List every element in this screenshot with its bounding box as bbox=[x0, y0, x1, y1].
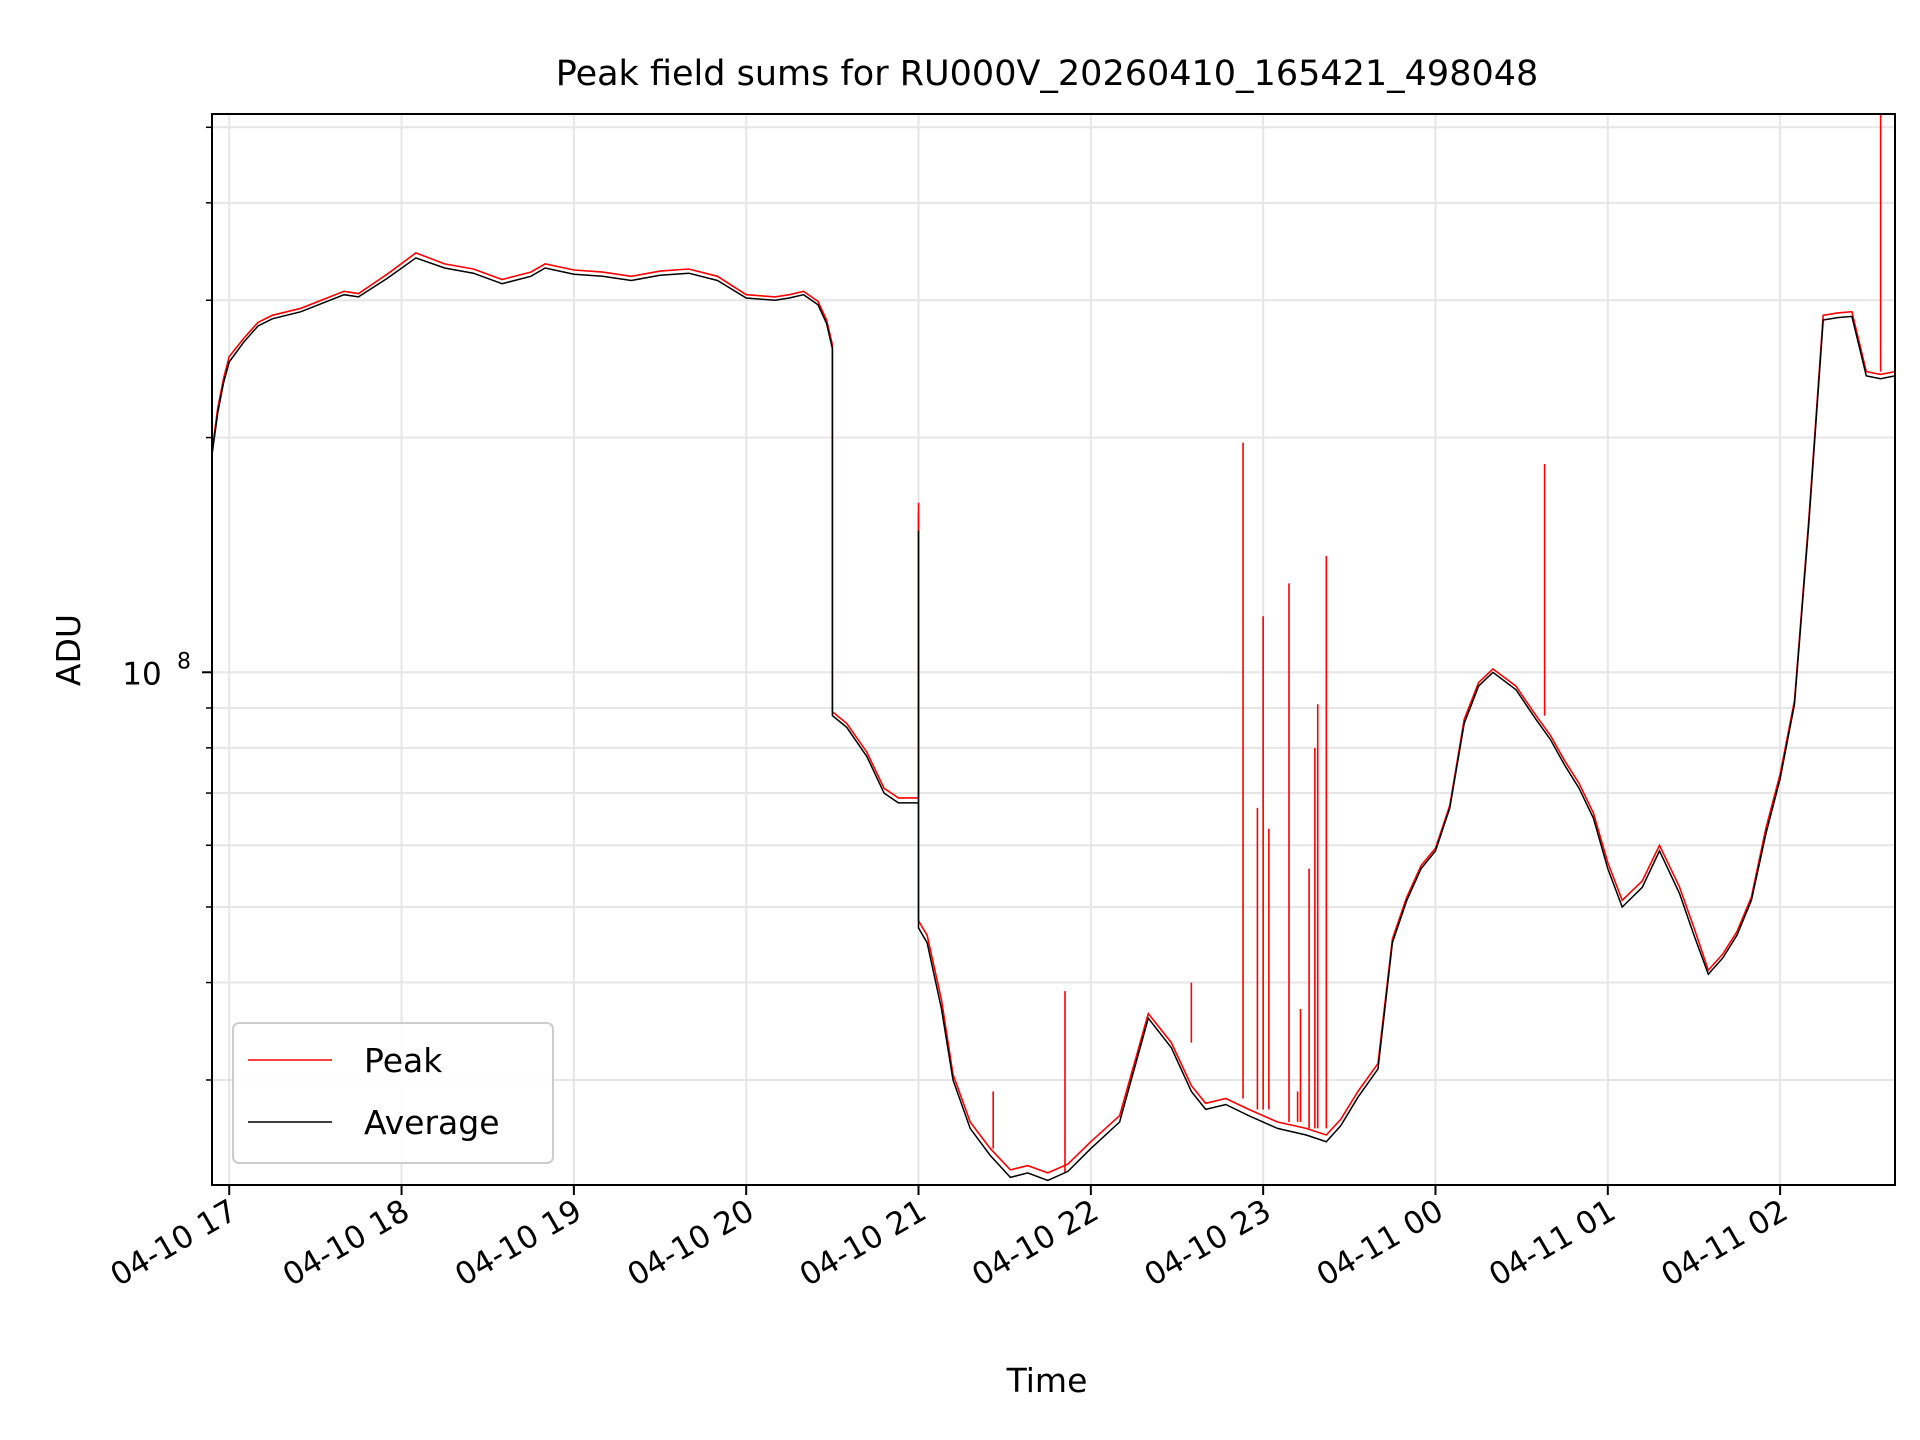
series-average-line bbox=[212, 257, 1895, 1182]
chart-title: Peak field sums for RU000V_20260410_1654… bbox=[556, 54, 1539, 94]
legend-peak-label: Peak bbox=[364, 1041, 443, 1080]
y-axis-label: ADU bbox=[49, 614, 88, 686]
y-tick-label-exponent: 8 bbox=[177, 649, 191, 674]
legend: Peak Average bbox=[232, 1022, 554, 1164]
y-tick-label: 10 bbox=[122, 656, 161, 692]
legend-average-label: Average bbox=[364, 1103, 500, 1142]
y-axis-ticks: 10 8 bbox=[122, 126, 212, 1081]
legend-box bbox=[232, 1022, 554, 1164]
plot-area bbox=[212, 114, 1895, 1182]
plot-frame bbox=[211, 113, 1896, 1186]
series-peak-line bbox=[212, 251, 1895, 1174]
x-axis-label: Time bbox=[1006, 1361, 1088, 1400]
